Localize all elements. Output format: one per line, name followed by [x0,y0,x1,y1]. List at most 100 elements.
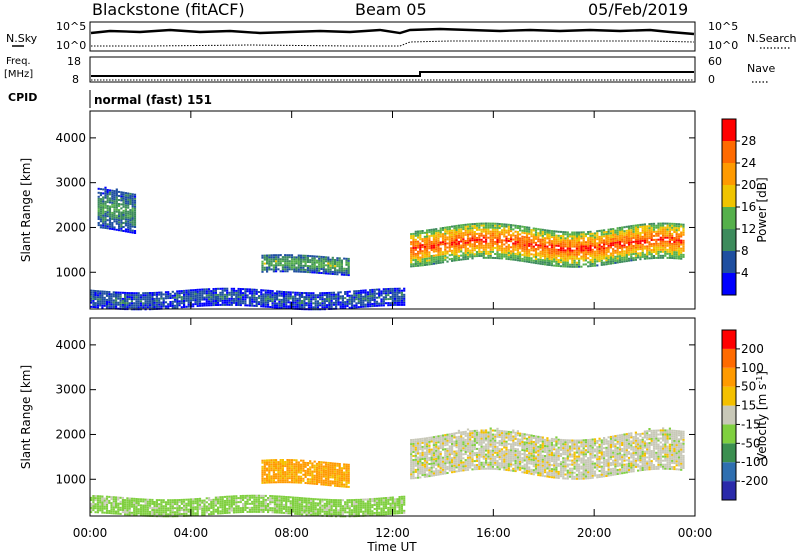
power-cell [277,258,280,261]
power-cell [287,291,290,294]
power-cell [637,232,640,235]
power-cell [664,248,667,251]
power-cell [120,197,123,200]
power-cell [603,263,606,266]
power-cell [451,251,454,254]
velocity-cell [491,467,494,470]
power-cell [266,262,269,265]
power-cell [655,234,658,237]
power-cell [348,306,351,309]
velocity-cell [451,436,454,439]
power-cell [426,239,429,242]
power-cell [289,297,292,300]
power-cell [384,288,388,291]
power-cell [612,250,615,253]
power-cell [464,246,467,248]
velocity-cell [480,455,483,458]
velocity-cell [475,453,479,456]
power-cell [108,291,111,293]
power-cell [90,291,93,294]
power-cell [464,233,467,236]
power-cell [603,253,606,256]
power-cell [112,299,115,302]
velocity-cell [451,443,454,445]
velocity-cell [430,472,433,475]
power-cell [596,232,599,235]
velocity-cell [544,467,547,470]
power-cell [444,240,447,243]
power-cell [659,232,662,235]
power-cell [419,252,422,255]
power-cell [280,294,283,297]
velocity-cell [569,445,572,448]
power-cell [455,251,458,254]
power-cell [129,192,132,195]
power-cell [528,236,531,239]
power-cell [525,236,529,239]
velocity-cell [559,453,563,455]
power-cell [539,234,542,237]
power-cell [210,298,213,301]
power-cell [441,243,445,246]
power-cell [505,231,508,234]
power-cell [228,303,231,306]
power-cell [146,302,149,305]
power-cell [122,201,125,204]
power-cell [591,240,594,243]
velocity-cell [437,457,440,460]
power-cell [496,241,499,243]
velocity-cell [521,432,524,435]
power-cell [266,254,269,257]
velocity-cell [410,463,413,466]
power-cell [466,257,470,260]
power-cell [129,195,132,197]
velocity-cell [548,453,551,456]
power-cell [612,236,615,238]
power-cell [634,246,637,249]
power-cell [623,242,626,245]
power-cell [223,297,227,300]
power-cell [389,296,392,298]
power-cell [108,293,111,296]
velocity-cell [564,469,567,472]
power-cell [673,239,676,241]
power-cell [675,243,678,246]
velocity-cell [466,434,470,437]
power-cell [578,257,581,260]
power-cell [457,228,460,231]
power-cell [557,230,560,233]
power-cell [505,235,508,238]
power-cell [639,225,642,228]
power-cell [680,251,683,254]
power-cell [539,258,542,261]
power-cell [555,244,558,247]
velocity-cell [557,442,560,445]
power-cell [487,222,490,225]
velocity-cell [417,452,420,455]
power-cell [127,230,130,233]
velocity-cell [423,455,426,458]
power-cell [304,270,307,273]
power-cell [185,291,188,294]
velocity-cell [473,464,476,467]
power-cell [192,297,195,300]
power-cell [539,256,542,259]
power-cell [137,304,140,307]
velocity-cell [512,451,515,454]
velocity-cell [491,451,494,454]
power-cell [189,299,192,302]
velocity-cell [498,468,501,471]
velocity-cell [457,453,460,456]
power-cell [530,241,533,244]
power-cell [580,251,583,254]
power-cell [102,192,105,195]
power-cell [598,238,601,240]
power-cell [341,307,344,310]
power-cell [652,234,656,237]
power-cell [451,241,454,244]
power-cell [432,262,435,265]
power-cell [286,266,289,269]
power-cell [366,301,369,304]
velocity-cell [491,439,494,442]
power-cell [201,294,204,297]
